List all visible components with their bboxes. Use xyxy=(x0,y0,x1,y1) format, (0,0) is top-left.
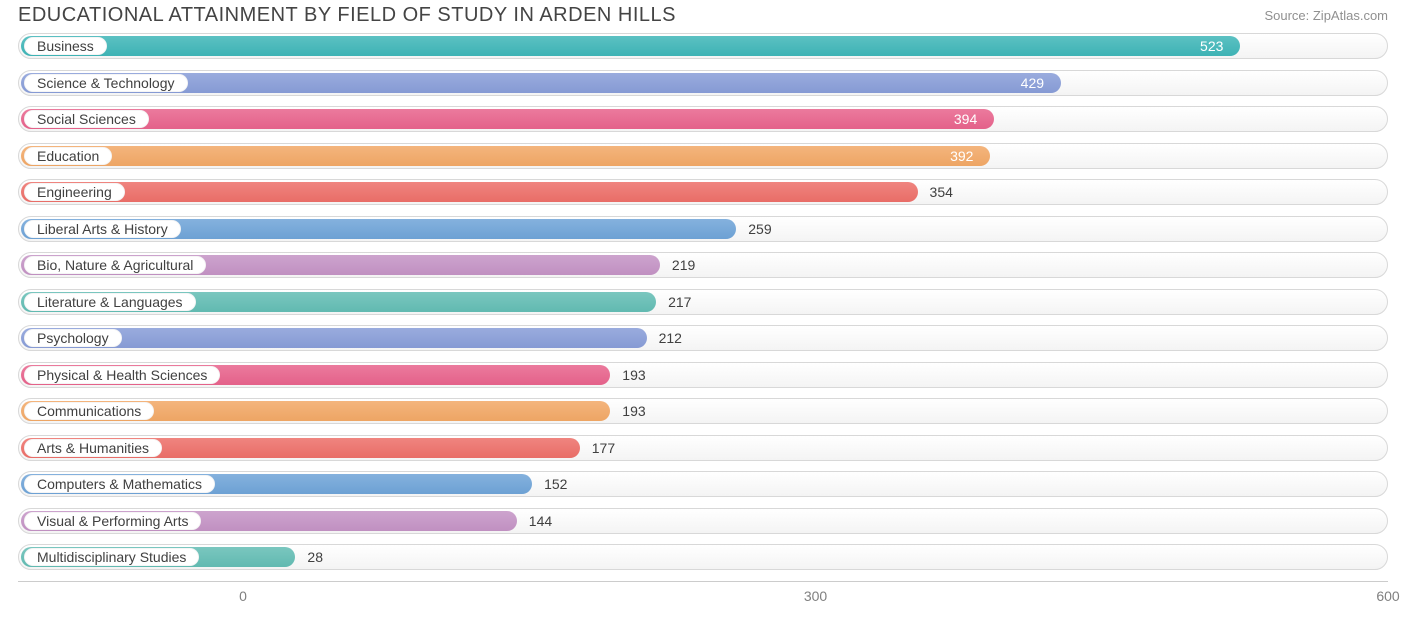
bar-track: Science & Technology 429 xyxy=(18,70,1388,96)
bar-track: Multidisciplinary Studies 28 xyxy=(18,544,1388,570)
bar-category-label: Psychology xyxy=(24,329,122,347)
bar-fill xyxy=(21,36,1240,56)
bar-value-label: 144 xyxy=(529,509,552,533)
bar-track: Literature & Languages 217 xyxy=(18,289,1388,315)
bar-value-label: 177 xyxy=(592,436,615,460)
bar-category-label: Communications xyxy=(24,402,154,420)
bar-value-label: 193 xyxy=(622,363,645,387)
bar-category-label: Liberal Arts & History xyxy=(24,220,181,238)
bar-value-label: 212 xyxy=(659,326,682,350)
chart-header: EDUCATIONAL ATTAINMENT BY FIELD OF STUDY… xyxy=(0,0,1406,33)
bar-track: Visual & Performing Arts 144 xyxy=(18,508,1388,534)
axis-tick-label: 0 xyxy=(239,588,247,604)
bar-value-label: 28 xyxy=(307,545,323,569)
bar-value-label: 392 xyxy=(950,144,973,168)
bar-value-label: 394 xyxy=(954,107,977,131)
bar-value-label: 217 xyxy=(668,290,691,314)
bar-category-label: Bio, Nature & Agricultural xyxy=(24,256,206,274)
x-axis: 0300600 xyxy=(18,581,1388,617)
bar-track: Communications 193 xyxy=(18,398,1388,424)
bar-track: Arts & Humanities 177 xyxy=(18,435,1388,461)
bar-category-label: Multidisciplinary Studies xyxy=(24,548,199,566)
bar-value-label: 152 xyxy=(544,472,567,496)
bar-value-label: 354 xyxy=(930,180,953,204)
bar-category-label: Engineering xyxy=(24,183,125,201)
bars-container: Business 523 Science & Technology 429 Social… xyxy=(18,33,1388,570)
bar-value-label: 523 xyxy=(1200,34,1223,58)
bar-category-label: Visual & Performing Arts xyxy=(24,512,201,530)
bar-track: Education 392 xyxy=(18,143,1388,169)
bar-value-label: 429 xyxy=(1021,71,1044,95)
bar-track: Psychology 212 xyxy=(18,325,1388,351)
bar-value-label: 219 xyxy=(672,253,695,277)
axis-tick-label: 600 xyxy=(1376,588,1399,604)
bar-category-label: Literature & Languages xyxy=(24,293,196,311)
bar-track: Computers & Mathematics 152 xyxy=(18,471,1388,497)
bar-value-label: 259 xyxy=(748,217,771,241)
bar-track: Physical & Health Sciences 193 xyxy=(18,362,1388,388)
axis-tick-label: 300 xyxy=(804,588,827,604)
bar-track: Engineering 354 xyxy=(18,179,1388,205)
bar-fill xyxy=(21,182,918,202)
bar-category-label: Physical & Health Sciences xyxy=(24,366,220,384)
chart-title: EDUCATIONAL ATTAINMENT BY FIELD OF STUDY… xyxy=(18,4,676,27)
chart-area: Business 523 Science & Technology 429 Social… xyxy=(0,33,1406,617)
bar-category-label: Computers & Mathematics xyxy=(24,475,215,493)
bar-track: Liberal Arts & History 259 xyxy=(18,216,1388,242)
bar-track: Bio, Nature & Agricultural 219 xyxy=(18,252,1388,278)
bar-fill xyxy=(21,146,990,166)
chart-source: Source: ZipAtlas.com xyxy=(1264,4,1388,23)
bar-fill xyxy=(21,109,994,129)
bar-track: Business 523 xyxy=(18,33,1388,59)
bar-category-label: Arts & Humanities xyxy=(24,439,162,457)
bar-category-label: Business xyxy=(24,37,107,55)
bar-category-label: Education xyxy=(24,147,112,165)
bar-track: Social Sciences 394 xyxy=(18,106,1388,132)
bar-value-label: 193 xyxy=(622,399,645,423)
bar-category-label: Science & Technology xyxy=(24,74,188,92)
bar-category-label: Social Sciences xyxy=(24,110,149,128)
